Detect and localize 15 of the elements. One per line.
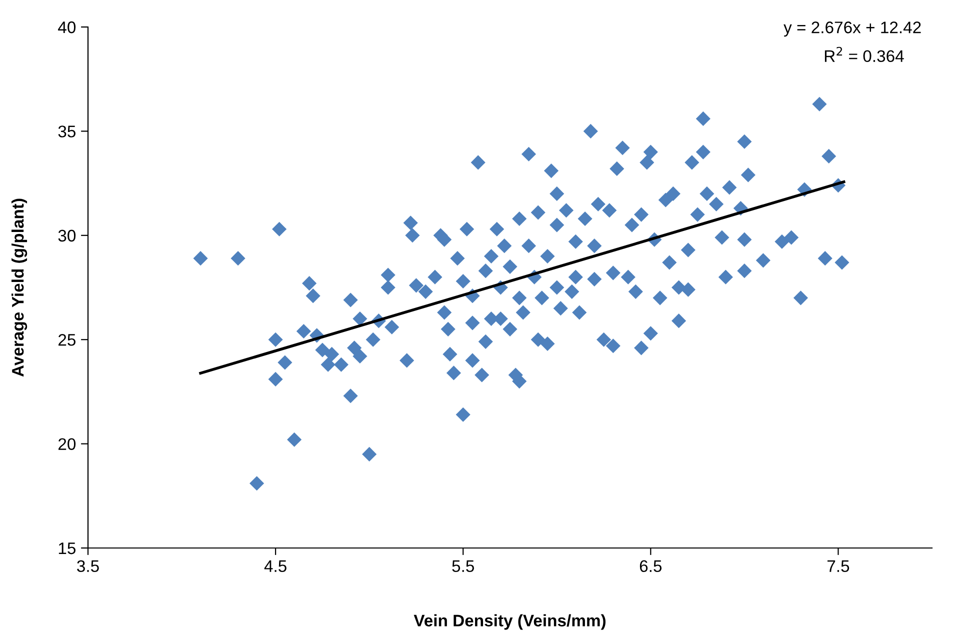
y-tick-label: 15 [58, 542, 76, 554]
x-axis-title: Vein Density (Veins/mm) [414, 614, 606, 630]
y-tick-label: 25 [58, 334, 76, 346]
x-tick-label: 7.5 [827, 560, 850, 572]
y-tick-label: 35 [58, 126, 76, 138]
x-tick-label: 6.5 [640, 560, 662, 572]
x-tick-label: 3.5 [77, 560, 99, 572]
x-tick-label: 4.5 [264, 560, 286, 572]
y-tick-label: 20 [58, 438, 76, 450]
y-tick-label: 30 [58, 230, 76, 242]
y-tick-label: 40 [58, 21, 76, 34]
y-axis-title: Average Yield (g/plant) [11, 198, 28, 377]
x-tick-label: 5.5 [452, 560, 474, 572]
annotation: R$^{2}$ = 0.364 [824, 46, 904, 62]
annotation: y = 2.676x + 12.42 [784, 22, 921, 37]
